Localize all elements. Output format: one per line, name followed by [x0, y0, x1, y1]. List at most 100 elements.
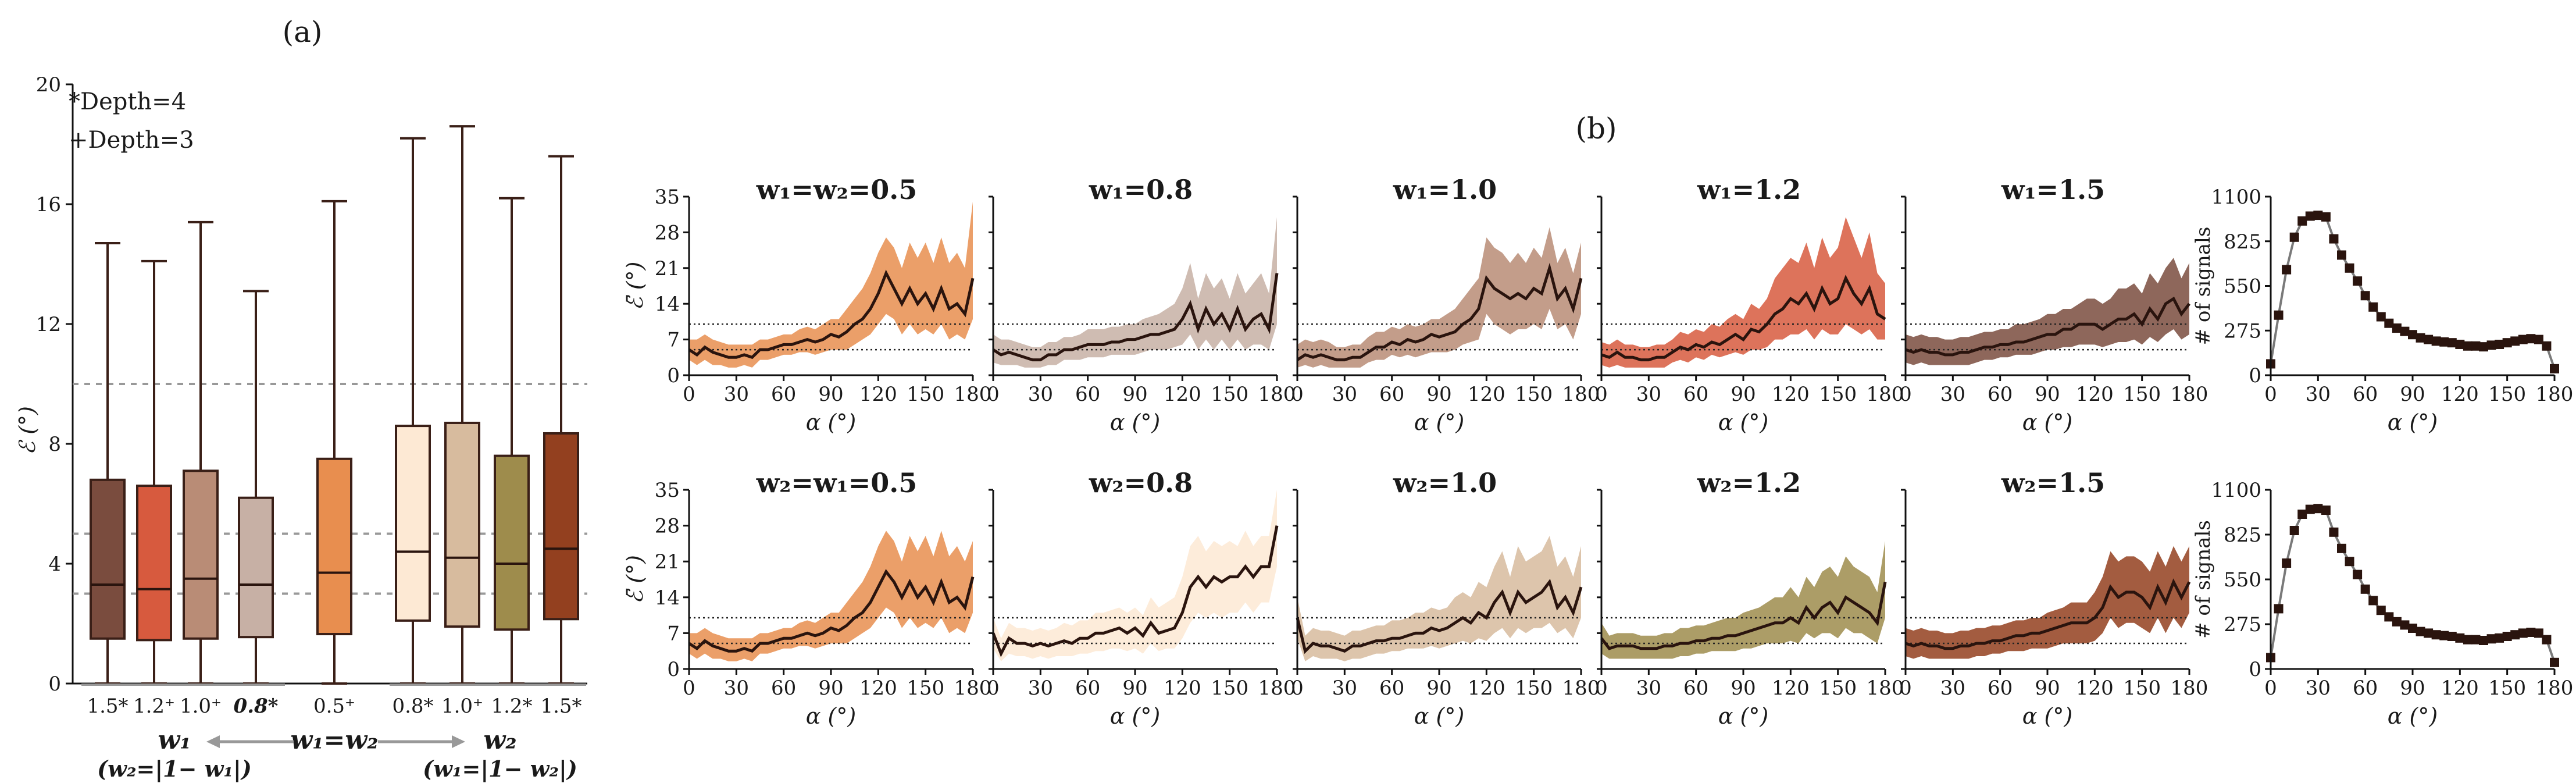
x-tick-label: 30	[1636, 677, 1661, 700]
x-tick-label: 30	[2306, 677, 2331, 700]
count-marker	[2447, 338, 2457, 348]
count-marker	[2289, 232, 2299, 242]
x-tick-label: 150	[2488, 677, 2526, 700]
x-tick-label: 0	[1291, 677, 1304, 700]
y-tick-label: 7	[667, 329, 680, 352]
arrow-right-head	[452, 735, 465, 748]
x-tick-label: 120	[1468, 677, 1505, 700]
error-band	[1601, 541, 1885, 659]
group-label: w₁=w₂	[290, 725, 378, 755]
x-axis-label: α (°)	[1718, 410, 1768, 435]
x-tick-label: 120	[2441, 383, 2479, 406]
x-tick-label: 0	[1899, 383, 1912, 406]
count-marker	[2353, 570, 2363, 579]
box	[395, 425, 431, 622]
count-marker	[2368, 596, 2378, 606]
panel-a-label: (a)	[283, 15, 323, 49]
count-marker	[2510, 630, 2520, 640]
error-band	[1906, 546, 2189, 659]
y-tick-label: 21	[655, 257, 680, 280]
y-tick-label: 16	[36, 193, 61, 216]
count-marker	[2392, 617, 2402, 627]
x-tick-label: 180	[1562, 677, 1600, 700]
count-marker	[2305, 504, 2315, 514]
arrow-left-head	[206, 735, 220, 748]
mean-line	[1905, 296, 2190, 357]
panel-title: w₁=1.2	[1697, 174, 1801, 205]
count-marker	[2502, 338, 2512, 348]
x-tick-label: 150	[2123, 383, 2161, 406]
x-tick-label: 0	[683, 383, 695, 406]
count-marker	[2479, 342, 2488, 352]
x-tick-label: 60	[1988, 383, 2013, 406]
count-marker	[2313, 504, 2323, 514]
mean-line	[688, 269, 975, 360]
y-tick-label: 35	[655, 479, 680, 502]
error-band	[1601, 217, 1885, 368]
box	[494, 454, 530, 631]
depth-note-2: +Depth=3	[69, 127, 194, 154]
x-tick-label: 30	[724, 383, 749, 406]
count-marker	[2384, 318, 2394, 328]
count-marker	[2439, 631, 2449, 640]
count-marker	[2360, 584, 2370, 594]
error-band	[1297, 536, 1581, 661]
group-label: w₁	[158, 725, 191, 755]
count-marker	[2416, 627, 2425, 636]
count-marker	[2376, 312, 2386, 322]
y-tick-label: 275	[2224, 613, 2261, 636]
panel-title: w₂=1.5	[2001, 467, 2105, 499]
x-tick-label: 0	[2264, 383, 2277, 406]
x-tick-label: 0	[1899, 677, 1912, 700]
x-axis-label: α (°)	[806, 703, 856, 729]
count-marker	[2471, 341, 2481, 351]
count-marker	[2274, 310, 2284, 320]
count-marker	[2368, 302, 2378, 312]
x-tick-label: 120	[1164, 383, 1201, 406]
panel-title: w₁=w₂=0.5	[756, 174, 918, 205]
panel-title: w₁=1.5	[2001, 174, 2105, 205]
count-marker	[2471, 635, 2481, 645]
error-band	[1906, 258, 2189, 365]
x-axis-label: α (°)	[2388, 703, 2438, 729]
y-tick-label: 825	[2224, 230, 2261, 254]
mean-line	[992, 273, 1279, 362]
x-tick-label: 120	[2076, 383, 2114, 406]
panel-a-ylabel: ℰ (°)	[15, 406, 40, 455]
count-marker	[2455, 339, 2465, 349]
y-tick-label: 35	[655, 186, 680, 209]
count-marker	[2329, 527, 2339, 537]
count-marker	[2526, 334, 2536, 344]
count-marker	[2376, 606, 2386, 615]
x-tick-label: 150	[1819, 677, 1857, 700]
count-marker	[2550, 657, 2559, 667]
x-tick-label: 0	[683, 677, 695, 700]
count-marker	[2297, 216, 2307, 226]
box	[183, 469, 219, 640]
x-tick-label: 90	[1122, 383, 1147, 406]
y-tick-label: 0	[2249, 658, 2261, 681]
x-tick-label: 150	[2488, 383, 2526, 406]
y-tick-label: 20	[36, 73, 61, 97]
x-tick-label: 0	[987, 383, 1000, 406]
x-tick-label: 90	[1731, 677, 1756, 700]
mean-line	[991, 525, 1279, 657]
mean-line	[1296, 579, 1583, 654]
x-tick-label: 180	[2171, 677, 2208, 700]
count-marker	[2345, 263, 2354, 273]
panel-title: w₂=1.2	[1697, 467, 1801, 499]
box	[238, 496, 274, 639]
count-marker	[2313, 211, 2323, 220]
count-marker	[2534, 334, 2543, 344]
x-tick-label: 150	[907, 677, 944, 700]
box	[543, 432, 579, 621]
mean-line	[1600, 581, 1887, 650]
x-tick-label: 120	[859, 383, 897, 406]
x-tick-label: 120	[859, 677, 897, 700]
error-band	[689, 531, 973, 661]
y-tick-label: 0	[667, 658, 680, 681]
x-axis-label: α (°)	[1718, 703, 1768, 729]
x-tick-label: 30	[1636, 383, 1661, 406]
x-tick-label: 90	[1731, 383, 1756, 406]
y-tick-label: 0	[2249, 364, 2261, 387]
